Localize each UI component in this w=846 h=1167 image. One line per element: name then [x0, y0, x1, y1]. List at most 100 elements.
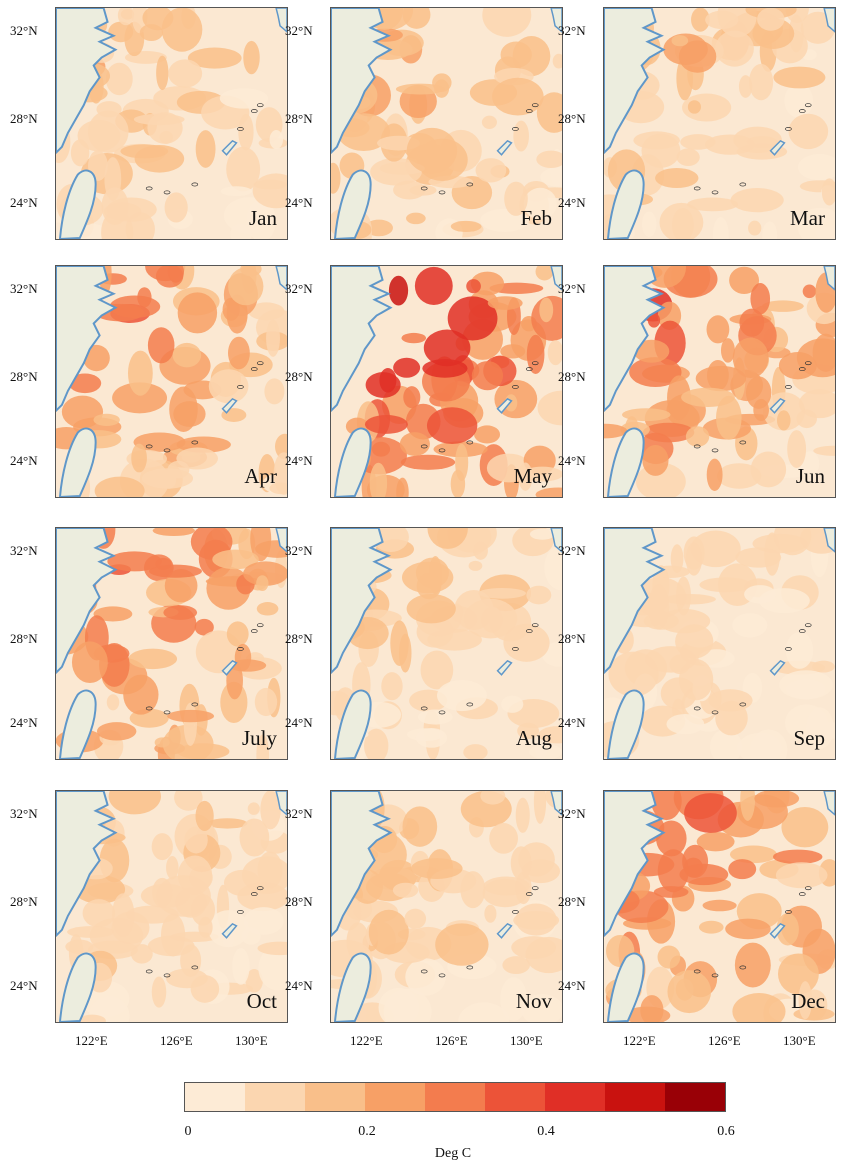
colorbar-tick-label: 0.6: [717, 1124, 735, 1139]
small-island: [739, 440, 747, 445]
small-island: [739, 182, 747, 187]
korea-coast: [823, 8, 835, 33]
small-island: [693, 186, 701, 191]
small-island: [531, 103, 539, 108]
latitude-label: 32°N: [10, 806, 38, 821]
taiwan-island: [606, 427, 645, 497]
latitude-label: 32°N: [285, 543, 313, 558]
latitude-label: 28°N: [10, 369, 38, 384]
longitude-label: 130°E: [510, 1033, 543, 1048]
anomaly-field: [56, 791, 287, 1022]
taiwan-island: [333, 427, 372, 497]
small-island: [191, 702, 199, 707]
latitude-label: 24°N: [10, 195, 38, 210]
small-island: [785, 385, 792, 389]
small-island: [512, 647, 519, 651]
anomaly-field: [56, 266, 287, 497]
latitude-label: 24°N: [558, 195, 586, 210]
map-panel-mar: Mar: [603, 7, 836, 240]
latitude-label: 32°N: [10, 23, 38, 38]
small-island: [256, 886, 264, 891]
small-island: [525, 629, 533, 634]
mainland-coast: [56, 791, 118, 938]
small-island: [438, 973, 446, 978]
colorbar-unit-label: Deg C: [434, 1146, 472, 1161]
small-island: [693, 969, 701, 974]
small-island: [145, 186, 153, 191]
map-panel-apr: Apr: [55, 265, 288, 498]
korea-coast: [275, 791, 287, 816]
colorbar-tick-label: 0.4: [537, 1124, 555, 1139]
latitude-label: 24°N: [558, 453, 586, 468]
longitude-label: 122°E: [623, 1033, 656, 1048]
small-island: [525, 109, 533, 114]
small-island: [525, 367, 533, 372]
anomaly-field: [604, 266, 835, 497]
mainland-coast: [604, 8, 666, 155]
taiwan-island: [58, 427, 97, 497]
small-island: [466, 702, 474, 707]
map-panel-jun: Jun: [603, 265, 836, 498]
latitude-label: 24°N: [285, 453, 313, 468]
small-island: [512, 385, 519, 389]
small-island: [798, 629, 806, 634]
mainland-coast: [56, 8, 118, 155]
small-island: [145, 969, 153, 974]
small-island: [798, 109, 806, 114]
small-island: [711, 190, 719, 195]
okinawa-island: [496, 922, 513, 939]
colorbar-segment: [485, 1083, 545, 1111]
anomaly-field: [331, 266, 562, 497]
map-panel-nov: Nov: [330, 790, 563, 1023]
small-island: [466, 440, 474, 445]
month-label: Jun: [795, 464, 825, 488]
map-panel-dec: Dec: [603, 790, 836, 1023]
small-island: [256, 623, 264, 628]
taiwan-island: [58, 689, 97, 759]
month-label: Apr: [244, 464, 277, 488]
small-island: [237, 647, 244, 651]
taiwan-island: [333, 952, 372, 1022]
small-island: [525, 892, 533, 897]
longitude-label: 126°E: [160, 1033, 193, 1048]
korea-coast: [550, 266, 562, 291]
small-island: [466, 965, 474, 970]
latitude-label: 28°N: [558, 894, 586, 909]
small-island: [711, 973, 719, 978]
latitude-label: 28°N: [285, 894, 313, 909]
latitude-label: 24°N: [285, 195, 313, 210]
small-island: [785, 910, 792, 914]
taiwan-island: [333, 169, 372, 239]
small-island: [804, 103, 812, 108]
anomaly-field: [56, 8, 287, 239]
latitude-label: 28°N: [10, 894, 38, 909]
longitude-label: 122°E: [350, 1033, 383, 1048]
small-island: [531, 361, 539, 366]
map-panel-feb: Feb: [330, 7, 563, 240]
latitude-label: 32°N: [10, 543, 38, 558]
taiwan-island: [606, 952, 645, 1022]
month-label: Feb: [520, 206, 553, 230]
small-island: [145, 444, 153, 449]
anomaly-field: [604, 528, 835, 759]
small-island: [785, 127, 792, 131]
latitude-label: 24°N: [285, 978, 313, 993]
small-island: [798, 367, 806, 372]
okinawa-island: [769, 139, 786, 156]
latitude-label: 28°N: [558, 369, 586, 384]
small-island: [531, 886, 539, 891]
small-island: [804, 361, 812, 366]
korea-coast: [550, 8, 562, 33]
taiwan-island: [58, 952, 97, 1022]
taiwan-island: [333, 689, 372, 759]
mainland-coast: [56, 528, 118, 675]
longitude-label: 130°E: [783, 1033, 816, 1048]
small-island: [466, 182, 474, 187]
latitude-label: 24°N: [558, 978, 586, 993]
latitude-label: 24°N: [10, 978, 38, 993]
map-panel-jan: Jan: [55, 7, 288, 240]
small-island: [420, 969, 428, 974]
small-island: [250, 629, 258, 634]
small-island: [163, 973, 171, 978]
okinawa-island: [769, 397, 786, 414]
